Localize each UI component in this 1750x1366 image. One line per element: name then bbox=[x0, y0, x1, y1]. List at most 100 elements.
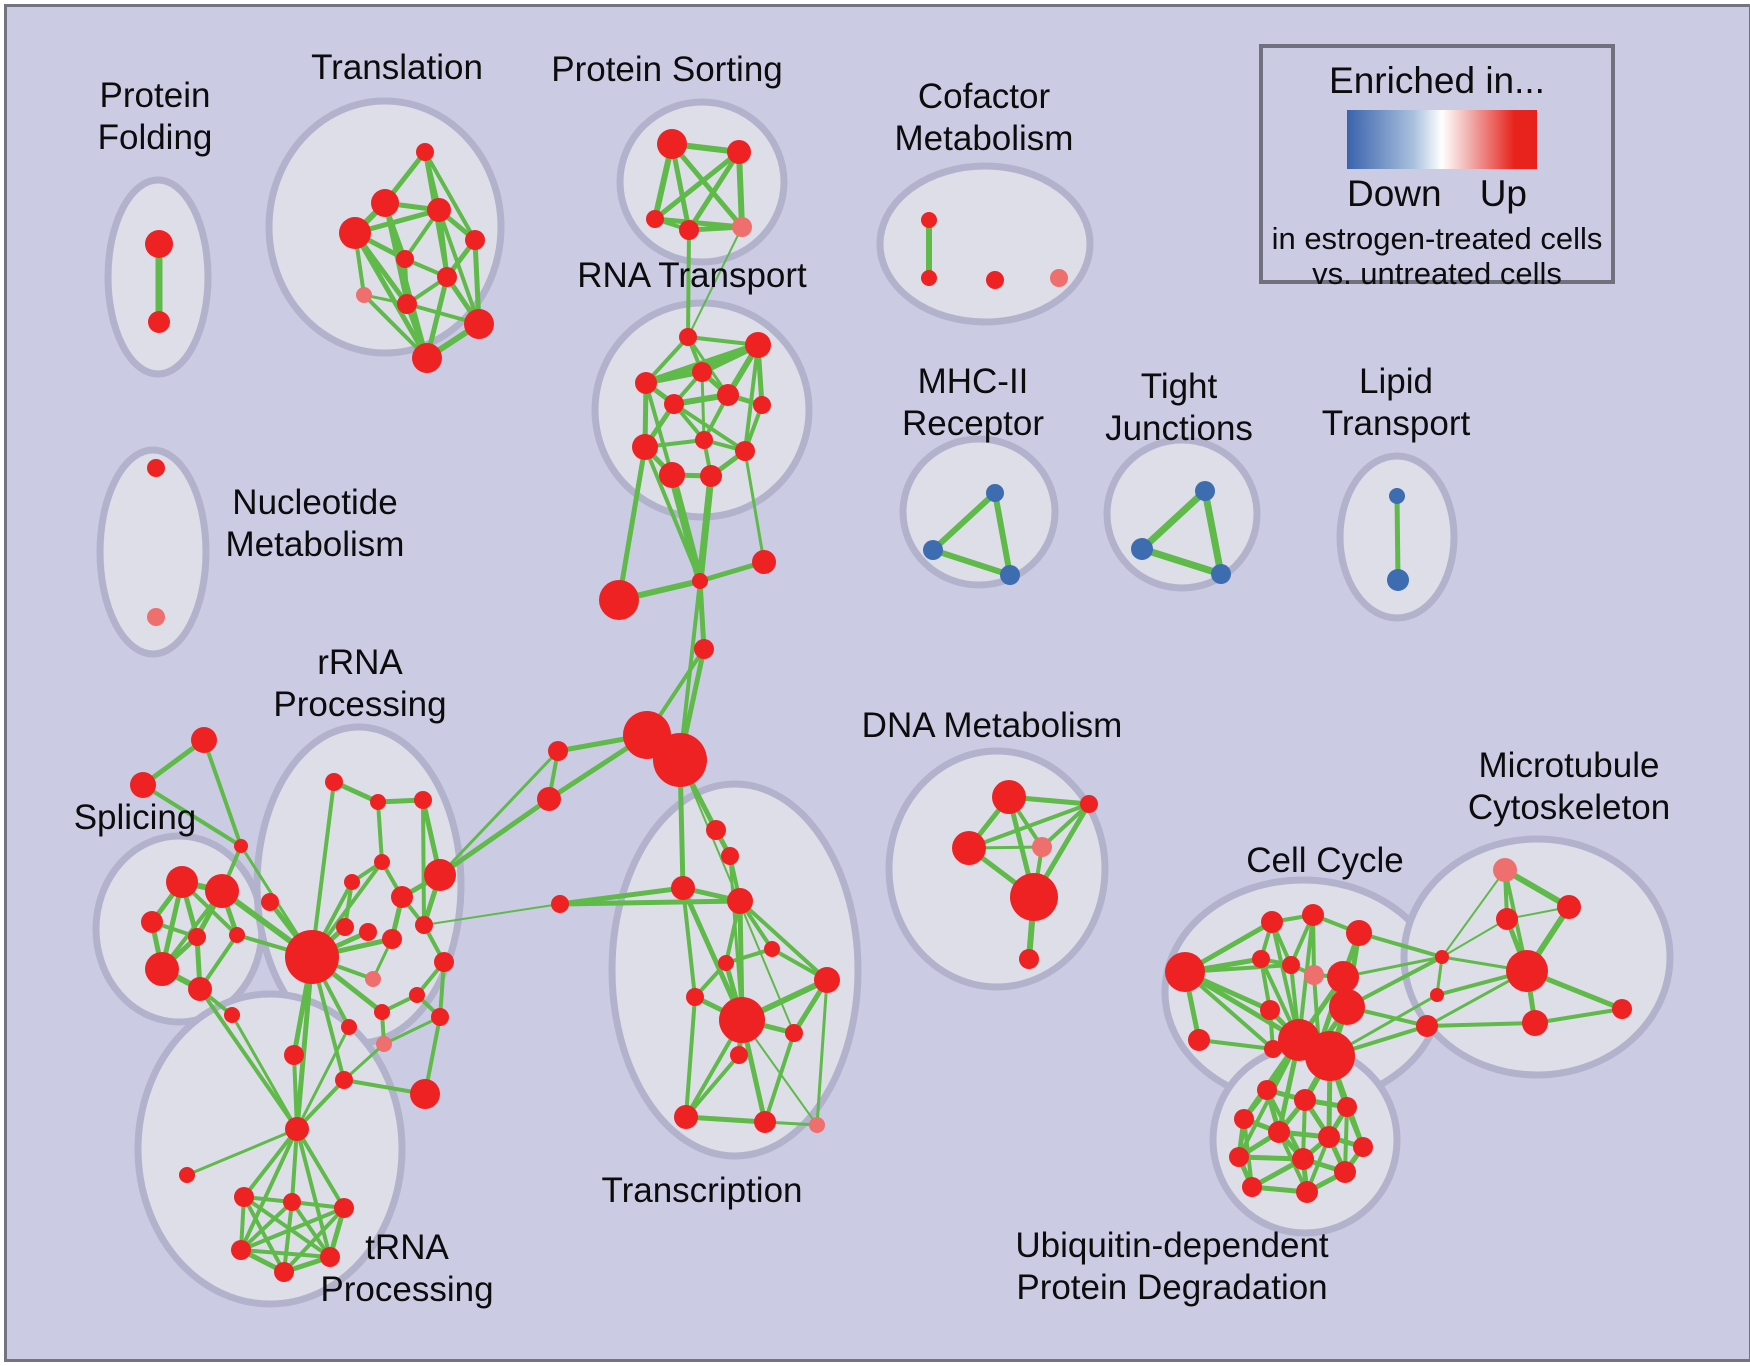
node-s6 bbox=[141, 911, 163, 933]
network-edge bbox=[352, 230, 430, 361]
node-r3 bbox=[414, 791, 432, 809]
network-nodes bbox=[130, 129, 1632, 1282]
network-edge bbox=[557, 898, 743, 907]
network-edge bbox=[282, 1206, 346, 1274]
node-mt8 bbox=[1612, 999, 1632, 1019]
node-s8 bbox=[229, 927, 245, 943]
node-rt11 bbox=[659, 462, 685, 488]
node-tr7 bbox=[814, 967, 840, 993]
network-edge bbox=[1441, 869, 1506, 958]
node-tr6 bbox=[718, 955, 734, 971]
cluster-ellipse-nucleotide-metabolism bbox=[96, 446, 210, 658]
node-u8 bbox=[1229, 1147, 1249, 1167]
node-t2 bbox=[371, 189, 399, 217]
node-u6 bbox=[1318, 1126, 1340, 1148]
network-edge bbox=[643, 445, 702, 583]
node-tj2 bbox=[1131, 538, 1153, 560]
node-rt6 bbox=[664, 394, 684, 414]
node-rt4 bbox=[635, 372, 657, 394]
node-rt5 bbox=[717, 384, 739, 406]
network-edge bbox=[743, 449, 766, 564]
node-r12 bbox=[434, 952, 454, 972]
legend-caption-line1: in estrogen-treated cells bbox=[1271, 221, 1603, 256]
node-big2 bbox=[653, 733, 707, 787]
node-c6 bbox=[537, 787, 561, 811]
cluster-label-rna-transport: RNA Transport bbox=[577, 256, 807, 295]
cluster-label-transcription: Transcription bbox=[602, 1171, 803, 1210]
network-edge bbox=[376, 800, 384, 864]
node-tr8 bbox=[686, 988, 704, 1006]
network-edge bbox=[198, 987, 299, 1131]
node-c4 bbox=[694, 639, 714, 659]
network-edge bbox=[292, 1053, 299, 1131]
node-pf1 bbox=[145, 230, 173, 258]
network-edge bbox=[202, 738, 243, 848]
cluster-label-trna-processing: tRNA Processing bbox=[320, 1228, 493, 1309]
network-edge bbox=[1425, 1021, 1537, 1028]
node-cc6 bbox=[1252, 950, 1270, 968]
network-edge bbox=[239, 1200, 294, 1252]
node-u11 bbox=[1242, 1177, 1262, 1197]
network-edge bbox=[1394, 493, 1401, 583]
node-nm1 bbox=[147, 459, 165, 477]
node-r17 bbox=[424, 859, 456, 891]
legend-down-label: Down bbox=[1347, 173, 1442, 214]
node-cc7 bbox=[1282, 956, 1300, 974]
network-edge bbox=[1040, 802, 1091, 849]
network-edge bbox=[295, 1127, 332, 1259]
node-mt7 bbox=[1522, 1010, 1548, 1036]
node-r8 bbox=[336, 918, 354, 936]
node-nm2 bbox=[147, 608, 165, 626]
node-cc3 bbox=[1261, 911, 1283, 933]
node-rt1 bbox=[679, 328, 697, 346]
network-edge bbox=[1502, 867, 1572, 910]
node-t10 bbox=[464, 309, 494, 339]
node-ps2 bbox=[727, 140, 751, 164]
node-r25 bbox=[410, 1079, 440, 1109]
node-d3 bbox=[952, 831, 986, 865]
node-r4 bbox=[374, 854, 390, 870]
node-t11 bbox=[412, 343, 442, 373]
node-r16 bbox=[374, 1004, 390, 1020]
node-cc1 bbox=[1165, 952, 1205, 992]
node-u10 bbox=[1334, 1161, 1356, 1183]
node-m2 bbox=[923, 540, 943, 560]
cluster-label-protein-folding: Protein Folding bbox=[98, 76, 213, 157]
cluster-label-translation: Translation bbox=[311, 48, 483, 87]
node-m1 bbox=[986, 484, 1004, 502]
node-r18 bbox=[335, 1071, 353, 1089]
network-edge bbox=[967, 802, 1091, 850]
node-c9 bbox=[551, 895, 569, 913]
legend-gradient-bar bbox=[1347, 110, 1537, 169]
node-r20 bbox=[376, 1036, 392, 1052]
cluster-label-splicing: Splicing bbox=[74, 798, 197, 837]
cluster-label-dna-metabolism: DNA Metabolism bbox=[862, 706, 1123, 745]
network-edge bbox=[185, 1127, 299, 1177]
cluster-label-cofactor-metabolism: Cofactor Metabolism bbox=[895, 77, 1074, 158]
node-t4 bbox=[339, 217, 371, 249]
network-edge bbox=[242, 1195, 286, 1274]
node-tn8 bbox=[274, 1262, 294, 1282]
node-s7 bbox=[188, 928, 206, 946]
network-edge bbox=[687, 226, 743, 338]
node-tr13 bbox=[754, 1111, 776, 1133]
node-t1 bbox=[416, 143, 434, 161]
node-cc12 bbox=[1264, 1040, 1282, 1058]
node-rt7 bbox=[753, 396, 771, 414]
network-edge bbox=[437, 208, 481, 326]
cluster-label-rrna-processing: rRNA Processing bbox=[273, 643, 446, 724]
node-tn4 bbox=[283, 1193, 301, 1211]
network-edge bbox=[724, 947, 774, 965]
node-rt10 bbox=[735, 441, 755, 461]
cluster-label-cell-cycle: Cell Cycle bbox=[1246, 841, 1404, 880]
network-edge bbox=[141, 783, 243, 848]
network-edge bbox=[1533, 1007, 1624, 1025]
node-mt1 bbox=[1493, 858, 1517, 882]
node-c5 bbox=[548, 741, 568, 761]
node-rt12 bbox=[700, 465, 722, 487]
node-tj1 bbox=[1195, 481, 1215, 501]
network-edge bbox=[423, 150, 477, 242]
node-ps1 bbox=[657, 129, 687, 159]
node-mt5 bbox=[1435, 950, 1449, 964]
node-tj3 bbox=[1211, 564, 1231, 584]
